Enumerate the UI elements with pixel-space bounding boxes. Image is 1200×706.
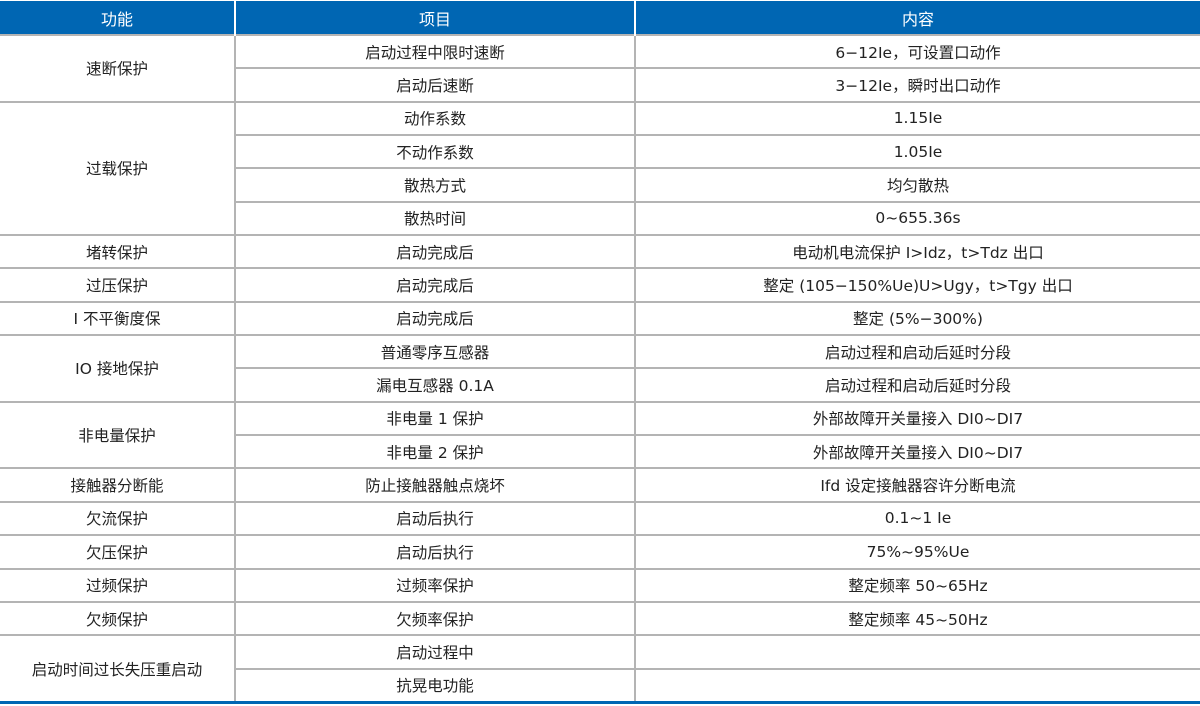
function-cell: 欠频保护 — [0, 600, 236, 637]
item-cell: 抗晃电功能 — [235, 667, 636, 704]
content-cell: 整定 (5%−300%) — [634, 300, 1200, 337]
table-row: I 不平衡度保 启动完成后 整定 (5%−300%) — [0, 300, 1200, 337]
table-row: 过载保护 动作系数 1.15Ie — [0, 100, 1200, 237]
function-cell: IO 接地保护 — [0, 334, 236, 403]
item-cell: 启动完成后 — [234, 267, 636, 303]
content-cell: 1.05Ie — [634, 134, 1200, 170]
table-row: 速断保护 启动过程中限时速断 6−12Ie，可设置口动作 — [0, 33, 1200, 103]
header-item: 项目 — [234, 1, 635, 35]
content-cell: Ifd 设定接触器容许分断电流 — [634, 467, 1200, 503]
item-cell: 散热时间 — [235, 200, 636, 237]
item-cell: 欠频率保护 — [234, 600, 636, 637]
content-cell: 0~655.36s — [634, 200, 1200, 237]
content-cell — [634, 634, 1200, 670]
item-cell: 散热方式 — [235, 167, 636, 203]
function-cell: 欠压保护 — [0, 534, 236, 570]
table-row: 欠压保护 启动后执行 75%~95%Ue — [0, 534, 1200, 570]
table-row: 散热方式 均匀散热 — [0, 167, 1200, 203]
item-cell: 启动过程中限时速断 — [234, 33, 636, 70]
table-row: 散热时间 0~655.36s — [0, 200, 1200, 237]
table-row: 漏电互感器 0.1A 启动过程和启动后延时分段 — [0, 367, 1200, 403]
item-cell: 启动完成后 — [234, 234, 636, 270]
table-row: 抗晃电功能 — [0, 667, 1200, 704]
table-row: 过频保护 过频率保护 整定频率 50~65Hz — [0, 567, 1200, 603]
content-cell: 1.15Ie — [634, 100, 1200, 137]
header-content: 内容 — [634, 1, 1200, 35]
item-cell: 启动后执行 — [234, 500, 636, 537]
function-cell: 非电量保护 — [0, 400, 236, 470]
content-cell: 6−12Ie，可设置口动作 — [634, 33, 1200, 70]
content-cell: 整定频率 45~50Hz — [634, 600, 1200, 637]
content-cell: 外部故障开关量接入 DI0~DI7 — [634, 434, 1200, 470]
table-row: 启动后速断 3−12Ie，瞬时出口动作 — [0, 67, 1200, 103]
item-cell: 启动后速断 — [235, 67, 636, 103]
item-cell: 非电量 1 保护 — [234, 400, 636, 437]
item-cell: 漏电互感器 0.1A — [235, 367, 636, 403]
table-row: 欠频保护 欠频率保护 整定频率 45~50Hz — [0, 600, 1200, 637]
content-cell: 整定频率 50~65Hz — [634, 567, 1200, 603]
content-cell: 外部故障开关量接入 DI0~DI7 — [634, 400, 1200, 437]
content-cell: 电动机电流保护 I>Idz，t>Tdz 出口 — [634, 234, 1200, 270]
function-cell: I 不平衡度保 — [0, 300, 236, 337]
function-cell: 欠流保护 — [0, 500, 236, 537]
content-cell: 启动过程和启动后延时分段 — [634, 334, 1200, 370]
content-cell: 均匀散热 — [634, 167, 1200, 203]
function-cell: 过压保护 — [0, 267, 236, 303]
item-cell: 不动作系数 — [235, 134, 636, 170]
table-row: 非电量 2 保护 外部故障开关量接入 DI0~DI7 — [0, 434, 1200, 470]
table-row: 欠流保护 启动后执行 0.1~1 Ie — [0, 500, 1200, 537]
item-cell: 启动后执行 — [234, 534, 636, 570]
table-row: 过压保护 启动完成后 整定 (105−150%Ue)U>Ugy，t>Tgy 出口 — [0, 267, 1200, 303]
item-cell: 动作系数 — [234, 100, 636, 137]
table-row: 启动时间过长失压重启动 启动过程中 — [0, 634, 1200, 704]
item-cell: 过频率保护 — [234, 567, 636, 603]
function-cell: 过载保护 — [0, 100, 236, 237]
function-cell: 堵转保护 — [0, 234, 236, 270]
item-cell: 启动完成后 — [234, 300, 636, 337]
header-function: 功能 — [0, 1, 235, 35]
table-row: 接触器分断能 防止接触器触点烧坏 Ifd 设定接触器容许分断电流 — [0, 467, 1200, 503]
item-cell: 非电量 2 保护 — [235, 434, 636, 470]
content-cell: 75%~95%Ue — [634, 534, 1200, 570]
table-row: 不动作系数 1.05Ie — [0, 134, 1200, 170]
function-cell: 速断保护 — [0, 34, 236, 103]
item-cell: 普通零序互感器 — [234, 334, 636, 370]
function-cell: 启动时间过长失压重启动 — [0, 634, 236, 704]
content-cell: 0.1~1 Ie — [634, 500, 1200, 537]
table-row: 堵转保护 启动完成后 电动机电流保护 I>Idz，t>Tdz 出口 — [0, 234, 1200, 270]
content-cell — [634, 667, 1200, 704]
item-cell: 启动过程中 — [234, 634, 636, 670]
content-cell: 整定 (105−150%Ue)U>Ugy，t>Tgy 出口 — [634, 267, 1200, 303]
header-row: 功能 项目 内容 — [0, 1, 1200, 35]
function-cell: 接触器分断能 — [0, 467, 236, 503]
function-cell: 过频保护 — [0, 567, 236, 603]
content-cell: 启动过程和启动后延时分段 — [634, 367, 1200, 403]
table-row: IO 接地保护 普通零序互感器 启动过程和启动后延时分段 — [0, 334, 1200, 403]
content-cell: 3−12Ie，瞬时出口动作 — [634, 67, 1200, 103]
table-row: 非电量保护 非电量 1 保护 外部故障开关量接入 DI0~DI7 — [0, 400, 1200, 470]
item-cell: 防止接触器触点烧坏 — [234, 467, 636, 503]
